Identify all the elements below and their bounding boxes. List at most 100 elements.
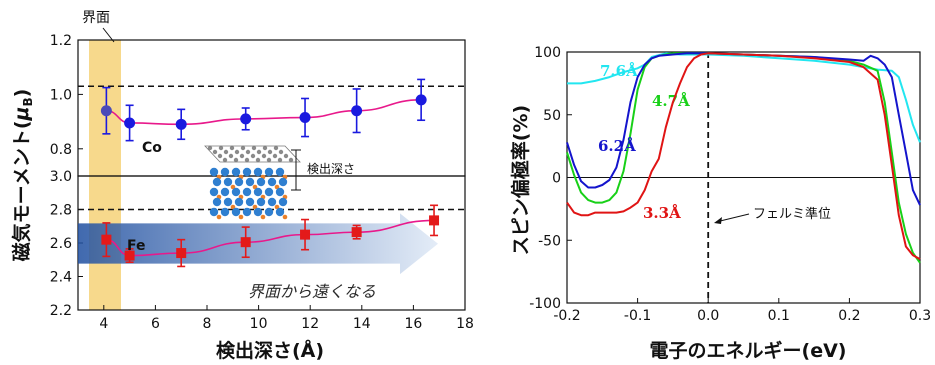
data-point	[300, 229, 311, 240]
y-tick-label: 3.0	[50, 169, 72, 185]
lattice-atom	[229, 145, 235, 151]
lattice-atom	[212, 149, 218, 155]
x-tick-label: 4	[99, 316, 108, 332]
x-tick-label: 0.3	[909, 308, 931, 324]
lattice-atom	[209, 167, 219, 177]
x-tick-label: -0.1	[624, 308, 651, 324]
crystal-structure-illustration	[204, 145, 301, 220]
lattice-atom	[231, 207, 241, 217]
x-tick-label: 0.0	[697, 308, 719, 324]
depth-arrow: 界面から遠くなる	[78, 213, 438, 301]
lattice-atom	[288, 157, 294, 163]
lattice-atom	[242, 207, 252, 217]
lattice-atom	[273, 145, 279, 151]
lattice-atom	[261, 153, 267, 159]
lattice-atom	[223, 197, 233, 207]
x-tick-label: 8	[203, 316, 212, 332]
data-point	[351, 105, 363, 117]
lattice-atom	[212, 177, 222, 187]
x-tick-label: 14	[353, 316, 371, 332]
lattice-atom	[222, 157, 228, 163]
lattice-atom	[250, 153, 256, 159]
lattice-atom	[242, 187, 252, 197]
lattice-atom	[218, 145, 224, 151]
lattice-atom	[253, 207, 263, 217]
lattice-atom	[220, 187, 230, 197]
lattice-atom	[253, 187, 263, 197]
lattice-atom	[234, 177, 244, 187]
lattice-atom	[277, 157, 283, 163]
lattice-atom	[283, 153, 289, 159]
data-point	[240, 237, 251, 248]
x-tick-label: -0.2	[553, 308, 580, 324]
lattice-atom	[256, 197, 266, 207]
left-y-axis-label: 磁気モーメント(μB)	[10, 89, 35, 262]
y-tick-label: 0	[552, 171, 561, 187]
lattice-atom	[231, 187, 241, 197]
lattice-atom	[264, 167, 274, 177]
lattice-atom	[253, 167, 263, 177]
x-tick-label: 6	[151, 316, 160, 332]
right-x-axis-label: 電子のエネルギー(eV)	[650, 340, 847, 362]
lattice-atom	[239, 153, 245, 159]
lattice-atom	[282, 214, 288, 220]
fermi-annotation: フェルミ準位	[753, 206, 831, 222]
lattice-atom	[278, 149, 284, 155]
series-line-3.3Å	[566, 52, 921, 260]
lattice-atom	[252, 204, 258, 210]
right-y-axis-label: スピン偏極率(%)	[509, 105, 532, 255]
x-tick-label: 0.1	[768, 308, 790, 324]
data-point	[176, 248, 187, 259]
lattice-atom	[256, 149, 262, 155]
lattice-atom	[278, 177, 288, 187]
lattice-atom	[207, 145, 213, 151]
data-point	[124, 117, 136, 129]
lattice-atom	[233, 157, 239, 163]
lattice-atom	[216, 214, 222, 220]
lattice-atom	[264, 207, 274, 217]
lattice-atom	[245, 197, 255, 207]
y-tick-label: 2.2	[50, 303, 72, 319]
lattice-atom	[262, 145, 268, 151]
series-label-fe: Fe	[127, 238, 146, 254]
y-tick-label: 50	[543, 108, 561, 124]
lattice-atom	[266, 157, 272, 163]
lattice-atom	[272, 153, 278, 159]
data-point	[415, 94, 427, 106]
interface-highlight	[89, 40, 121, 310]
arrow-text: 界面から遠くなる	[248, 282, 376, 301]
data-point	[240, 113, 252, 125]
x-tick-label: 18	[456, 316, 474, 332]
lattice-atom	[274, 204, 280, 210]
y-tick-label: 2.8	[50, 203, 72, 219]
lattice-atom	[220, 207, 230, 217]
series-line-6.2Å	[566, 52, 921, 206]
series-line-7.6Å	[567, 52, 921, 143]
lattice-atom	[245, 149, 251, 155]
x-tick-label: 0.2	[838, 308, 860, 324]
lattice-atom	[228, 153, 234, 159]
y-tick-label: 0.8	[50, 142, 72, 158]
lattice-atom	[278, 197, 288, 207]
lattice-atom	[267, 177, 277, 187]
lattice-atom	[234, 197, 244, 207]
lattice-plane	[204, 145, 301, 163]
lattice-atom	[274, 184, 280, 190]
panel-frame	[77, 39, 466, 177]
data-point	[101, 234, 112, 245]
y-tick-label: -100	[529, 296, 561, 312]
lattice-atom	[264, 187, 274, 197]
lattice-atom	[209, 207, 219, 217]
data-point	[100, 105, 112, 117]
fermi-arrow	[715, 213, 750, 223]
series-label: 4.7Å	[652, 92, 690, 110]
series-label: 7.6Å	[600, 62, 638, 80]
data-point	[351, 227, 362, 238]
y-tick-label: 2.6	[50, 236, 72, 252]
x-tick-label: 12	[301, 316, 319, 332]
x-tick-label: 16	[404, 316, 422, 332]
lattice-atom	[245, 177, 255, 187]
lattice-atom	[209, 187, 219, 197]
lattice-atom	[223, 149, 229, 155]
